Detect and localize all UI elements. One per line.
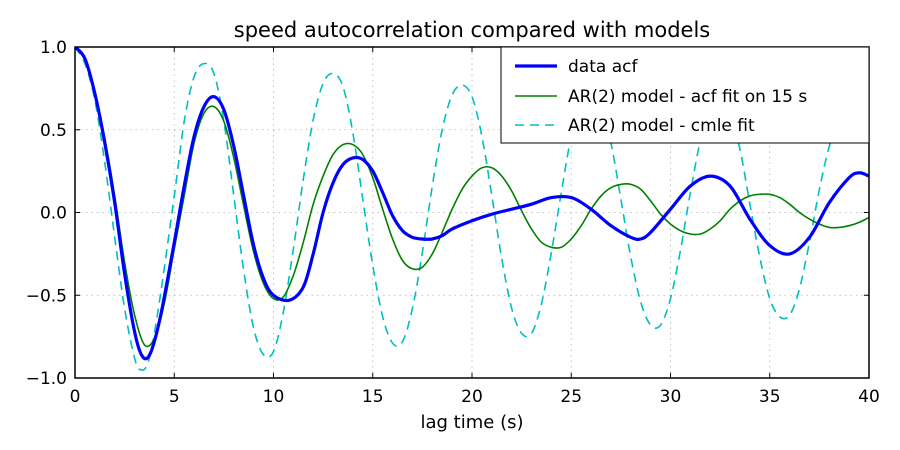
x-tick-label-0: 0 xyxy=(70,387,81,407)
x-tick-label-3: 15 xyxy=(362,387,384,407)
x-tick-label-4: 20 xyxy=(461,387,483,407)
x-tick-label-1: 5 xyxy=(169,387,180,407)
x-tick-label-5: 25 xyxy=(560,387,582,407)
legend-label-ar2-cmle: AR(2) model - cmle fit xyxy=(568,116,755,136)
x-tick-label-2: 10 xyxy=(263,387,285,407)
x-axis-label: lag time (s) xyxy=(421,412,524,433)
legend-box xyxy=(500,46,870,144)
series-line-ar2-acf-fit xyxy=(75,47,869,348)
x-tick-label-6: 30 xyxy=(660,387,682,407)
y-tick-label-0: 1.0 xyxy=(40,38,67,58)
legend-label-data-acf: data acf xyxy=(568,57,638,77)
x-tick-label-8: 40 xyxy=(858,387,880,407)
y-tick-label-1: 0.5 xyxy=(40,121,67,141)
legend: data acf AR(2) model - acf fit on 15 s A… xyxy=(500,46,870,144)
chart-title: speed autocorrelation compared with mode… xyxy=(234,18,710,42)
y-tick-label-2: 0.0 xyxy=(40,204,67,224)
x-tick-label-7: 35 xyxy=(759,387,781,407)
grid xyxy=(75,47,869,378)
series-lines xyxy=(75,47,869,371)
legend-label-ar2-acf-fit: AR(2) model - acf fit on 15 s xyxy=(568,87,807,107)
y-tick-label-4: −1.0 xyxy=(26,369,67,389)
series-line-data-acf xyxy=(75,47,869,361)
ticks: 0 5 10 15 20 25 30 35 40 1.0 0.5 0.0 −0.5 −1.0 xyxy=(26,38,880,407)
y-tick-label-3: −0.5 xyxy=(26,286,67,306)
series-line-ar2-cmle xyxy=(75,47,869,371)
